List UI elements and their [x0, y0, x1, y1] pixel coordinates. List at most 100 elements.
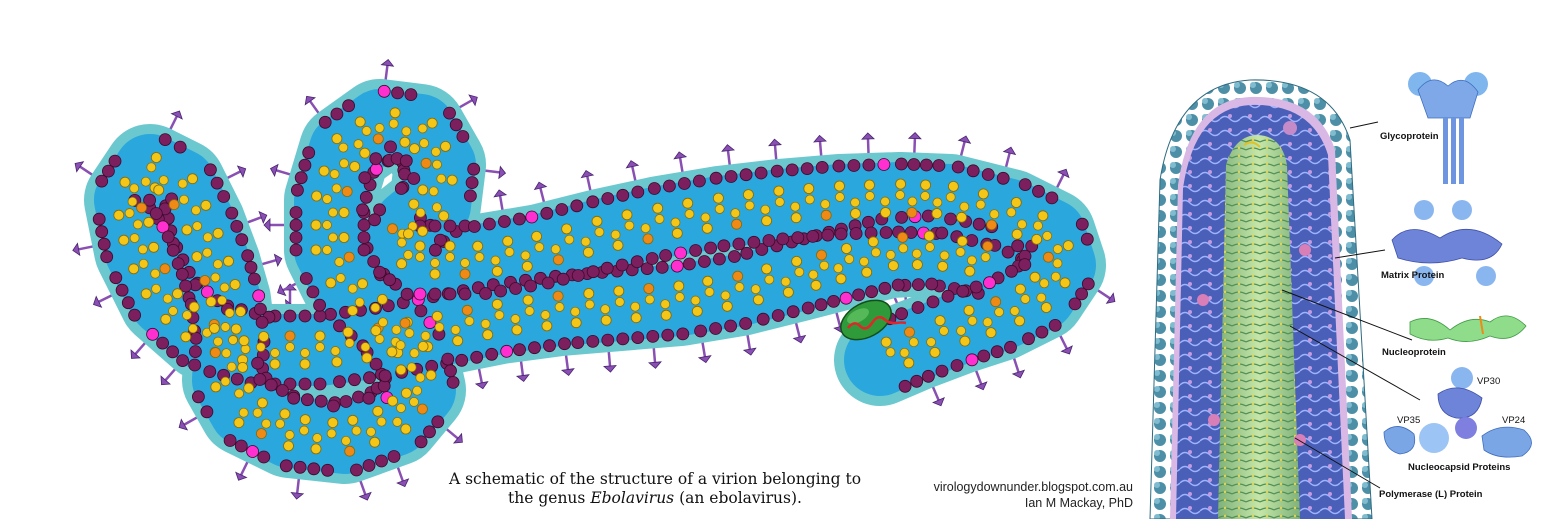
membrane-bead [407, 172, 421, 185]
nucleocapsid-segment [652, 202, 664, 214]
nucleocapsid-segment [128, 263, 140, 275]
nucleocapsid-segment [403, 250, 414, 260]
nucleocapsid-segment [299, 425, 309, 436]
membrane-bead [904, 226, 918, 239]
membrane-bead [898, 379, 912, 393]
figure-caption: A schematic of the structure of a virion… [440, 470, 870, 508]
label-vp30: VP30 [1477, 376, 1500, 387]
nucleocapsid-segment [673, 280, 685, 292]
nucleocapsid-segment [217, 295, 227, 306]
nucleocapsid-segment [804, 194, 815, 205]
membrane-bead [956, 284, 970, 298]
nucleocapsid-segment [1052, 258, 1063, 269]
glycoprotein-spike-head [625, 160, 640, 169]
nucleocapsid-segment [351, 425, 362, 436]
nucleocapsid-segment [432, 202, 442, 213]
membrane-bead [832, 159, 846, 173]
nucleocapsid-segment [980, 252, 991, 262]
membrane-bead [815, 160, 829, 174]
membrane-bead [1022, 332, 1035, 346]
membrane-bead [404, 88, 418, 101]
nucleocapsid-segment [835, 273, 847, 285]
nucleocapsid-segment [861, 266, 873, 278]
nucleocapsid-segment [956, 211, 967, 223]
nucleocapsid-segment [701, 222, 713, 234]
nucleocapsid-segment [591, 215, 603, 227]
membrane-bead [540, 206, 554, 220]
membrane-bead [935, 364, 949, 378]
nucleocapsid-segment [220, 376, 231, 387]
nucleocapsid-segment [816, 249, 827, 261]
nucleocapsid-segment [331, 183, 342, 194]
nucleocapsid-segment [967, 315, 978, 326]
membrane-bead [449, 118, 463, 132]
nucleocapsid-segment [223, 255, 234, 267]
nucleocapsid-segment [330, 346, 341, 356]
nucleocapsid-segment [270, 348, 280, 358]
membrane-bead [383, 273, 397, 287]
nucleocapsid-segment [430, 258, 440, 268]
membrane-bead [391, 86, 405, 100]
nucleocapsid-segment [220, 322, 231, 332]
membrane-bead [373, 265, 387, 279]
nucleocapsid-segment [903, 357, 915, 369]
nucleocapsid-segment [436, 173, 447, 184]
nucleocapsid-segment [744, 200, 755, 211]
nucleocapsid-segment [343, 251, 355, 263]
membrane-bead [528, 341, 541, 355]
nucleocapsid-segment [691, 305, 703, 317]
membrane-bead [290, 183, 304, 197]
nucleocapsid-segment [238, 335, 250, 347]
nucleocapsid-segment [396, 237, 407, 248]
membrane-bead [709, 322, 722, 335]
nucleocapsid-segment [140, 288, 152, 300]
nucleocapsid-segment [790, 201, 801, 212]
membrane-bead [674, 246, 687, 260]
nucleocapsid-segment [660, 299, 671, 310]
nucleocapsid-segment [773, 185, 785, 197]
nucleocapsid-segment [399, 136, 411, 148]
nucleocapsid-segment [396, 403, 406, 413]
glycoprotein-spike-head [721, 144, 736, 152]
membrane-bead [616, 332, 630, 346]
membrane-bead [951, 160, 965, 174]
glycoprotein-spike-head [74, 161, 85, 173]
membrane-bead [922, 369, 935, 383]
nucleocapsid-segment [504, 247, 515, 257]
glycoprotein-spike-head [178, 418, 189, 431]
nucleocapsid-segment [850, 197, 860, 208]
membrane-bead [357, 231, 371, 244]
nucleocapsid-segment [885, 250, 896, 260]
nucleocapsid-segment [730, 208, 741, 219]
nucleocapsid-segment [432, 159, 442, 170]
nucleocapsid-segment [153, 184, 165, 196]
membrane-bead [161, 230, 175, 244]
glycoprotein-spike-head [813, 134, 827, 143]
nucleocapsid-segment [850, 208, 861, 219]
membrane-bead [482, 217, 496, 231]
membrane-bead [910, 374, 924, 388]
membrane-bead [339, 395, 353, 408]
membrane-bead [485, 347, 499, 361]
glycoprotein-spike-head [452, 432, 463, 444]
membrane-bead [950, 359, 964, 372]
nucleocapsid-segment [975, 199, 986, 210]
nucleocapsid-segment [238, 407, 249, 418]
virion-cutaway-illustration: Glycoprotein Matrix Protein Nucleoprotei… [1149, 72, 1532, 519]
nucleocapsid-segment [177, 178, 188, 189]
nucleocapsid-segment [255, 342, 266, 352]
nucleocapsid-segment [990, 296, 1002, 308]
membrane-bead [428, 287, 442, 301]
nucleocapsid-segment [417, 123, 428, 134]
nucleocapsid-segment [520, 250, 531, 261]
nucleocapsid-segment [310, 219, 322, 231]
nucleocapsid-segment [959, 201, 970, 212]
nucleocapsid-segment [1040, 302, 1052, 313]
nucleocapsid-segment [237, 361, 249, 373]
membrane-bead [97, 237, 111, 251]
membrane-bead [895, 307, 908, 321]
membrane-bead [839, 291, 853, 305]
nucleocapsid-segment [228, 335, 238, 345]
membrane-bead [470, 350, 484, 364]
membrane-bead [287, 391, 301, 405]
